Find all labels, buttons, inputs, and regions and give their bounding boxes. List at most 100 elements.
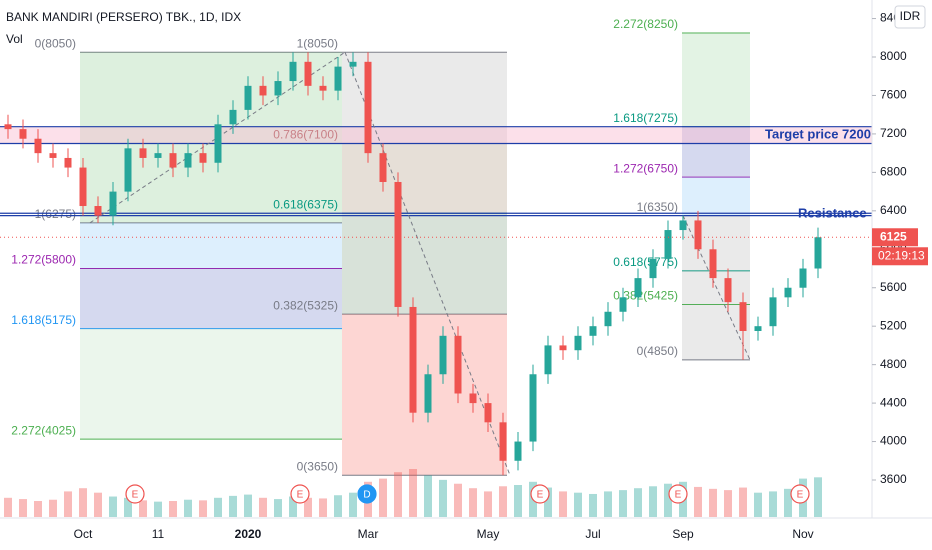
annotation: Resistance — [798, 205, 867, 220]
candle-body — [544, 345, 552, 375]
candle-body — [634, 278, 642, 298]
x-tick-label: Nov — [792, 527, 813, 541]
last-price-box — [872, 228, 918, 247]
candle-body — [334, 66, 342, 91]
y-tick-label: 4800 — [880, 357, 907, 371]
y-tick-label: 4400 — [880, 395, 907, 409]
candle-body — [709, 249, 717, 279]
volume-bar — [784, 488, 792, 517]
drawings: 0(8050) 1(6275) 1.272(5800) 1.618(5175) 2.27… — [0, 17, 872, 476]
event-label: E — [132, 490, 139, 501]
trend-line — [682, 215, 751, 361]
candle-body — [814, 237, 822, 269]
candle-body — [49, 153, 57, 158]
fib-band — [80, 52, 342, 223]
volume-bar — [409, 469, 417, 517]
fib-band — [342, 143, 507, 214]
volume-bar — [34, 501, 42, 517]
candle-body — [484, 403, 492, 423]
candle-body — [574, 335, 582, 351]
last-price: 6125 — [880, 229, 907, 243]
volume-bar — [334, 495, 342, 517]
y-tick-label: 7600 — [880, 88, 907, 102]
candle-body — [259, 85, 267, 96]
volume-bar — [814, 477, 822, 517]
volume-bar — [94, 492, 102, 517]
event-marker — [668, 484, 688, 504]
volume-bar — [769, 491, 777, 517]
candle-body — [19, 129, 27, 139]
fib-label: 0.618(6375) — [273, 197, 338, 211]
y-tick-label: 8000 — [880, 49, 907, 63]
volume-bar — [649, 486, 657, 517]
volume-bar — [754, 492, 762, 517]
candle-body — [694, 220, 702, 250]
volume-bar — [709, 488, 717, 517]
x-tick-label: Mar — [358, 527, 379, 541]
currency-box — [894, 5, 926, 29]
volume-bar — [454, 483, 462, 517]
fib-label: 1(6275) — [35, 207, 76, 221]
candle-body — [214, 124, 222, 163]
volume-bar — [319, 498, 327, 517]
volume-bar — [394, 472, 402, 517]
y-tick-label: 5200 — [880, 318, 907, 332]
chart-title: BANK MANDIRI (PERSERO) TBK., 1D, IDX — [6, 10, 241, 24]
countdown: 02:19:13 — [878, 248, 925, 262]
candle-body — [109, 191, 117, 216]
volume-bar — [19, 499, 27, 517]
y-tick-label: 6800 — [880, 165, 907, 179]
fib-label: 0(8050) — [35, 36, 76, 50]
volume-bar — [664, 483, 672, 517]
candle-body — [424, 374, 432, 413]
fib-label: 0(3650) — [297, 459, 338, 473]
candle-body — [559, 345, 567, 351]
trend-line — [89, 51, 346, 224]
volume-bar — [484, 491, 492, 517]
candle-body — [619, 297, 627, 312]
candle-body — [409, 306, 417, 413]
volume-bar — [139, 500, 147, 517]
volume-bar — [634, 488, 642, 517]
y-tick-label: 7200 — [880, 126, 907, 140]
x-tick-label: 11 — [152, 527, 165, 541]
volume-bar — [4, 497, 12, 517]
volume-bar — [244, 494, 252, 517]
volume-bar — [589, 493, 597, 517]
x-tick-label: May — [477, 527, 500, 541]
fib-label: 0(4850) — [637, 344, 678, 358]
volume-bar — [559, 491, 567, 517]
fib-band — [342, 213, 507, 315]
volume-bar — [514, 485, 522, 517]
fib-band — [682, 32, 750, 127]
candle-body — [364, 61, 372, 154]
volume-bar — [544, 487, 552, 517]
y-tick-label: 5600 — [880, 280, 907, 294]
volume-bar — [154, 501, 162, 517]
event-label: E — [675, 490, 682, 501]
volume-bar — [439, 479, 447, 517]
volume-bar — [124, 497, 132, 517]
candle-body — [499, 422, 507, 461]
trend-line — [344, 52, 511, 476]
annotation: Target price 7200 — [765, 126, 871, 141]
candle-body — [679, 220, 687, 231]
candle-body — [229, 109, 237, 125]
event-marker — [290, 484, 310, 504]
fib-label: 0.382(5325) — [273, 298, 338, 312]
candle-body — [349, 61, 357, 67]
candle-body — [4, 124, 12, 130]
y-tick-label: 4000 — [880, 434, 907, 448]
event-label: E — [797, 490, 804, 501]
fib-label: 1.618(5175) — [11, 313, 76, 327]
volume-bar — [289, 496, 297, 517]
candle-body — [244, 85, 252, 110]
countdown-box — [872, 247, 928, 266]
volume-bar — [184, 499, 192, 517]
candle-body — [724, 278, 732, 303]
volume-label: Vol — [6, 32, 23, 46]
candle-body — [34, 138, 42, 154]
event-marker — [125, 484, 145, 504]
